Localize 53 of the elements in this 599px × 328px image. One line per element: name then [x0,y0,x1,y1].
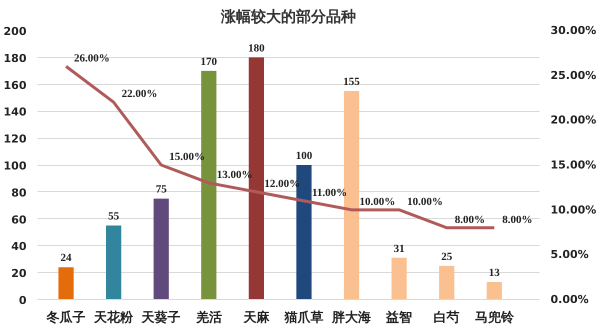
data-label: 170 [200,56,218,68]
x-tick-label: 胖大海 [331,310,372,326]
bar [154,198,169,300]
y2-tick-label: 0.00% [550,293,589,306]
x-tick-label: 天花粉 [93,310,134,326]
chart-title: 涨幅较大的部分品种 [220,8,356,26]
data-label: 24 [60,252,72,264]
y-tick-label: 0 [18,294,27,307]
y-tick-label: 200 [4,25,27,38]
data-label: 10.00% [360,196,396,208]
data-label: 8.00% [454,214,485,226]
y-tick-label: 140 [4,106,27,119]
data-label: 75 [156,184,168,196]
y-tick-label: 180 [4,52,27,65]
data-label: 55 [108,210,120,223]
y2-tick-label: 5.00% [550,248,589,262]
x-tick-label: 猫爪草 [283,310,324,326]
x-tick-label: 冬瓜子 [46,310,86,326]
bar [58,267,74,300]
y-tick-label: 160 [4,78,27,92]
x-tick-label: 羌活 [196,310,222,326]
data-label: 11.00% [312,186,348,199]
y-tick-label: 20 [11,267,27,280]
data-label: 155 [343,76,360,88]
data-label: 8.00% [502,214,533,226]
bar [106,226,122,300]
data-label: 100 [296,150,313,162]
y-tick-label: 40 [11,240,27,254]
x-tick-label: 益智 [385,310,412,326]
x-tick-label: 天葵子 [140,310,181,326]
data-label: 180 [248,42,266,54]
y-tick-label: 120 [4,132,27,146]
x-tick-label: 马兜铃 [474,310,515,326]
bar [486,282,502,300]
data-label: 13 [488,267,500,280]
data-label: 26.00% [74,52,110,64]
data-label: 22.00% [122,88,158,100]
x-tick-label: 天麻 [242,310,270,326]
y2-tick-label: 20.00% [550,114,596,127]
y-tick-label: 80 [11,186,27,200]
data-label: 10.00% [407,196,443,208]
x-tick-label: 白芍 [434,310,460,326]
bar [392,258,407,300]
y2-tick-label: 30.00% [550,24,596,37]
y-tick-label: 100 [4,160,27,172]
bar [439,266,454,300]
line-series [64,64,496,230]
y2-tick-label: 15.00% [550,158,596,172]
y2-tick-label: 10.00% [550,203,596,216]
y-tick-label: 60 [11,213,27,226]
data-label: 25 [441,250,453,263]
y2-tick-label: 25.00% [550,68,596,82]
data-label: 31 [394,242,405,255]
